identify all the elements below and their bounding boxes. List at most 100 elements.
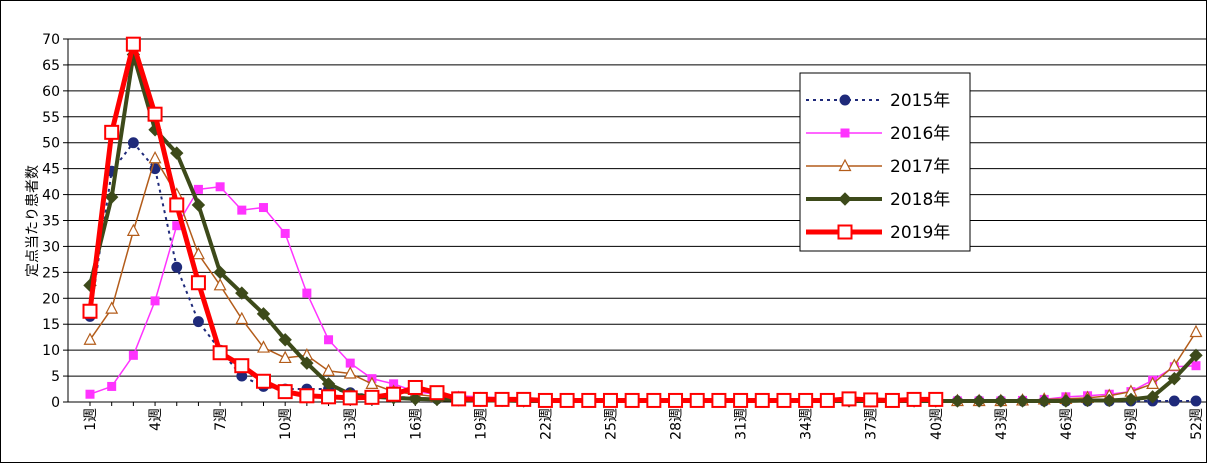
x-tick-label: 46週 (1059, 408, 1075, 440)
data-point (169, 197, 185, 213)
data-point (107, 381, 117, 391)
x-tick-label: 28週 (669, 408, 685, 440)
y-tick-label: 15 (42, 317, 60, 333)
data-point (126, 223, 140, 236)
legend-marker (838, 158, 852, 172)
data-point (148, 150, 162, 164)
data-point (408, 392, 423, 406)
series-group (82, 36, 1203, 408)
x-tick-label: 49週 (1124, 408, 1140, 440)
data-point (776, 392, 792, 408)
data-point (1167, 371, 1182, 386)
data-point (798, 392, 814, 408)
data-point (345, 358, 355, 368)
data-point (127, 137, 139, 149)
data-point (278, 333, 292, 347)
data-point (537, 392, 553, 408)
data-point (234, 358, 250, 374)
x-tick-label: 16週 (408, 408, 424, 440)
data-point (213, 265, 227, 280)
x-tick-label: 52週 (1189, 408, 1205, 440)
y-tick-label: 40 (42, 188, 60, 204)
data-point (278, 350, 292, 364)
data-point (429, 385, 445, 401)
data-point (256, 340, 270, 353)
legend-box (799, 72, 971, 252)
y-tick-label: 45 (42, 162, 60, 178)
legend-label: 2018年 (890, 190, 950, 210)
data-point (365, 376, 379, 389)
data-point (754, 392, 770, 408)
data-point (343, 366, 357, 379)
data-point (1145, 390, 1160, 404)
data-point (668, 392, 684, 408)
data-point (581, 392, 597, 408)
data-point (128, 350, 138, 360)
legend-label: 2019年 (890, 223, 950, 243)
legend-item: 2018年 (806, 190, 950, 210)
data-point (342, 390, 358, 406)
legend-label: 2016年 (890, 124, 950, 144)
data-point (884, 392, 900, 408)
data-point (1080, 393, 1095, 408)
data-point (1189, 324, 1203, 338)
x-tick-label: 1週 (83, 408, 99, 431)
data-point (191, 198, 206, 212)
data-point (192, 316, 204, 328)
data-point (624, 392, 640, 408)
x-tick-label: 13週 (343, 408, 359, 440)
y-tick-label: 35 (42, 214, 60, 230)
legend: 2015年 2016年 2017年 2018年 2019年 (799, 72, 971, 252)
legend-marker (839, 94, 851, 106)
data-point (190, 275, 206, 291)
legend-marker (838, 192, 852, 206)
y-tick-label: 25 (42, 265, 60, 281)
data-point (237, 205, 247, 215)
x-tick-label: 7週 (213, 408, 229, 431)
y-tick-label: 10 (42, 343, 60, 359)
data-point (256, 307, 271, 321)
legend-marker (840, 128, 850, 138)
data-point (1189, 348, 1203, 363)
legend-marker (837, 224, 853, 240)
data-point (83, 332, 97, 345)
x-tick-label: 43週 (994, 408, 1010, 440)
legend-item: 2019年 (806, 223, 950, 243)
x-tick-label: 34週 (799, 408, 815, 440)
data-point (516, 391, 532, 407)
data-point (950, 394, 965, 408)
data-point (255, 373, 271, 389)
legend-label: 2015年 (890, 91, 950, 111)
data-point (364, 389, 380, 405)
data-point (1190, 395, 1202, 407)
data-point (602, 392, 618, 408)
data-point (147, 106, 163, 122)
x-tick-label: 4週 (148, 408, 164, 431)
data-point (1102, 393, 1116, 408)
data-point (170, 146, 184, 160)
data-point (277, 384, 293, 400)
data-point (386, 386, 402, 402)
data-point (646, 392, 662, 408)
legend-label: 2017年 (890, 157, 950, 177)
x-tick-label: 19週 (473, 408, 489, 440)
y-tick-label: 65 (42, 58, 60, 74)
data-point (689, 392, 705, 408)
data-point (104, 190, 119, 204)
data-point (863, 392, 879, 408)
data-point (321, 389, 337, 405)
y-tick-label: 5 (51, 369, 60, 385)
legend-item: 2017年 (806, 157, 950, 177)
y-tick-label: 55 (42, 110, 60, 126)
data-point (1167, 358, 1181, 371)
data-point (972, 394, 986, 408)
data-point (324, 335, 334, 345)
data-point (994, 394, 1008, 408)
data-point (193, 184, 203, 194)
x-tick-label: 40週 (929, 408, 945, 440)
data-point (1015, 394, 1030, 408)
data-point (1168, 395, 1180, 407)
x-tick-label: 10週 (278, 408, 294, 440)
data-point (299, 388, 315, 404)
